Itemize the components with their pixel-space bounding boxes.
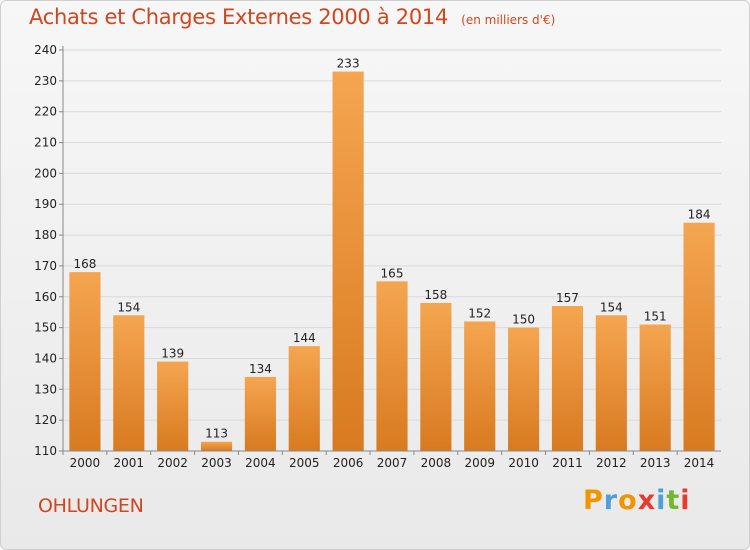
y-tick-label: 230 [34, 74, 57, 88]
x-tick-label: 2013 [640, 456, 671, 470]
x-tick-label: 2007 [377, 456, 408, 470]
logo-letter: t [666, 485, 681, 516]
x-tick-label: 2003 [201, 456, 232, 470]
bar [288, 346, 320, 451]
data-label: 233 [337, 57, 360, 71]
bar [376, 281, 408, 451]
bar [69, 272, 101, 451]
data-label: 152 [468, 306, 491, 320]
data-label: 151 [644, 310, 667, 324]
data-label: 150 [512, 313, 535, 327]
bar [464, 321, 496, 451]
logo-letter: r [603, 485, 619, 516]
bar [157, 361, 189, 451]
x-tick-label: 2002 [157, 456, 188, 470]
x-tick-label: 2006 [333, 456, 364, 470]
bar [639, 324, 671, 451]
data-label: 154 [600, 300, 623, 314]
y-tick-label: 170 [34, 259, 57, 273]
data-label: 139 [161, 347, 184, 361]
y-axis: 110 120 130 140 150 160 170 180 190 200 210 220 230 2… [34, 43, 64, 458]
bar [200, 441, 233, 451]
x-axis: 2000 2001 2002 2003 2004 2005 2006 2007 2008 2009… [62, 450, 721, 470]
bar [244, 376, 276, 451]
bar [551, 306, 584, 451]
bar [508, 327, 540, 451]
bar [595, 315, 627, 451]
title-text: Achats et Charges Externes 2000 à 2014 [29, 5, 449, 29]
data-label: 158 [424, 288, 447, 302]
bar [113, 315, 145, 451]
y-tick-label: 180 [34, 228, 57, 242]
x-tick-label: 2011 [552, 456, 583, 470]
data-label: 184 [688, 208, 711, 222]
y-tick-label: 240 [34, 43, 57, 57]
x-tick-label: 2010 [508, 456, 539, 470]
y-tick-label: 150 [34, 321, 57, 335]
y-tick-label: 120 [34, 413, 57, 427]
y-tick-label: 140 [34, 351, 57, 365]
data-label: 168 [73, 257, 96, 271]
y-tick-label: 210 [34, 136, 57, 150]
y-tick-label: 190 [34, 197, 57, 211]
x-tick-label: 2012 [596, 456, 627, 470]
logo-letter: x [637, 485, 657, 516]
y-tick-label: 130 [34, 382, 57, 396]
proxiti-logo: Proxiti [583, 485, 691, 516]
x-tick-label: 2009 [464, 456, 495, 470]
data-label: 134 [249, 362, 272, 376]
bars: 168 154 139 113 134 144 233 165 158 152 150 157 154 1… [69, 57, 715, 451]
data-label: 144 [293, 331, 316, 345]
chart-title: Achats et Charges Externes 2000 à 2014 (… [29, 5, 555, 29]
bar [420, 302, 452, 451]
data-label: 113 [205, 427, 228, 441]
x-tick-label: 2014 [684, 456, 715, 470]
logo-letter: i [680, 485, 691, 516]
bar [332, 71, 364, 451]
city-name: OHLUNGEN [38, 495, 144, 517]
y-tick-label: 160 [34, 290, 57, 304]
bar [683, 222, 715, 451]
logo-letter: i [656, 485, 667, 516]
logo-letter: P [583, 485, 604, 516]
x-tick-label: 2005 [289, 456, 320, 470]
x-tick-label: 2008 [421, 456, 452, 470]
y-tick-label: 200 [34, 166, 57, 180]
y-tick-label: 110 [34, 444, 57, 458]
unit-text: (en milliers d'€) [461, 13, 556, 27]
y-tick-label: 220 [34, 105, 57, 119]
x-tick-label: 2001 [114, 456, 145, 470]
logo-letter: o [618, 485, 638, 516]
data-label: 157 [556, 291, 579, 305]
x-tick-label: 2004 [245, 456, 276, 470]
data-label: 154 [117, 300, 140, 314]
x-tick-label: 2000 [70, 456, 101, 470]
data-label: 165 [381, 266, 404, 280]
